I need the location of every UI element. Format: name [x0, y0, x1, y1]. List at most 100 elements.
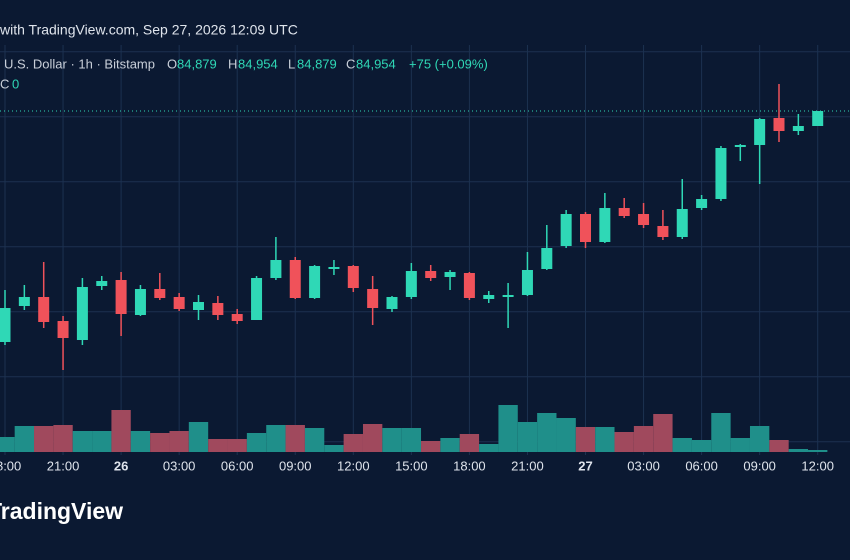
candle-body: [289, 260, 301, 298]
candle-body: [463, 273, 475, 298]
candle-body: [521, 270, 533, 295]
candle-body: [328, 267, 340, 269]
x-tick-label: 03:00: [627, 458, 660, 473]
candle-body: [444, 272, 456, 277]
x-tick-label: 06:00: [221, 458, 254, 473]
volume-bar: [575, 427, 596, 452]
volume-bar: [0, 437, 15, 452]
volume-bar: [498, 405, 518, 452]
volume-bar: [517, 422, 538, 452]
volume-bar: [672, 438, 692, 452]
open-label: O: [167, 56, 177, 71]
volume-bar: [150, 433, 170, 452]
volume-bar: [208, 439, 228, 452]
grid: [0, 45, 850, 455]
volume-bar: [285, 425, 305, 452]
volume-bar: [653, 414, 673, 452]
volume-bar: [266, 425, 286, 452]
symbol: U.S. Dollar · 1h · Bitstamp: [4, 56, 155, 71]
x-tick-label: 18:00: [453, 458, 486, 473]
low-label: L: [288, 56, 295, 71]
close-value: 84,954: [356, 56, 396, 71]
candle-body: [696, 199, 708, 208]
candle-body: [734, 145, 746, 147]
x-tick-label: 27: [578, 458, 592, 473]
indicator-label: C: [0, 76, 9, 91]
candle-body: [367, 289, 379, 308]
volume-bar: [130, 431, 151, 452]
volume-bar: [459, 434, 480, 452]
x-tick-label: 06:00: [685, 458, 718, 473]
change: +75 (+0.09%): [409, 56, 488, 71]
candle-body: [715, 148, 727, 199]
candle-body: [38, 297, 50, 322]
candle-body: [212, 303, 224, 315]
candle-body: [134, 289, 146, 315]
candle-body: [425, 271, 437, 278]
candle-body: [405, 271, 417, 297]
candle-body: [231, 314, 243, 321]
volume-bar: [227, 439, 247, 452]
candle-body: [193, 302, 204, 310]
volume-bar: [633, 426, 654, 452]
published-note: with TradingView.com, Sep 27, 2026 12:09…: [0, 22, 298, 38]
volume-bar: [111, 410, 131, 452]
volume-bar: [808, 450, 828, 452]
candle-body: [638, 214, 650, 225]
indicator-value: 0: [12, 76, 19, 91]
marks: [0, 84, 850, 452]
volume-bar: [440, 438, 460, 452]
candle-body: [309, 266, 321, 298]
volume-bar: [691, 440, 712, 452]
candle-body: [76, 287, 88, 340]
high-value: 84,954: [238, 56, 278, 71]
volume-bar: [769, 440, 789, 452]
x-tick-label: 26: [114, 458, 128, 473]
candle-body: [270, 260, 282, 278]
volume-bar: [382, 428, 402, 452]
volume-bar: [92, 431, 112, 452]
volume-bar: [34, 426, 54, 452]
volume-bar: [537, 413, 557, 452]
volume-bar: [362, 424, 383, 452]
x-tick-label: 15:00: [395, 458, 428, 473]
candle-body: [580, 214, 591, 242]
candle-body: [483, 295, 495, 299]
volume-bar: [169, 431, 189, 452]
open-value: 84,879: [177, 56, 217, 71]
logo: TradingView: [0, 498, 123, 524]
candle-body: [657, 226, 669, 237]
candle-body: [599, 208, 611, 242]
candle-body: [386, 297, 398, 309]
volume-bar: [53, 425, 73, 452]
x-tick-label: 18:00: [0, 458, 21, 473]
x-tick-label: 12:00: [337, 458, 370, 473]
volume-bar: [711, 413, 731, 452]
volume-bar: [246, 433, 267, 452]
volume-bar: [556, 418, 576, 452]
candle-body: [773, 118, 785, 131]
volume-bar: [479, 444, 499, 452]
x-tick-label: 21:00: [511, 458, 544, 473]
candle-body: [618, 208, 630, 216]
low-value: 84,879: [297, 56, 337, 71]
candle-body: [96, 281, 108, 286]
close-label: C: [346, 56, 355, 71]
candle-body: [676, 209, 688, 237]
candle-body: [541, 248, 553, 269]
volume-bar: [595, 427, 615, 452]
candle-body: [347, 266, 359, 288]
volume-bar: [324, 445, 344, 452]
candle-body: [251, 278, 263, 320]
volume-bar: [730, 438, 750, 452]
volume-bar: [401, 428, 422, 452]
candle-body: [0, 308, 11, 342]
candle-body: [560, 214, 572, 246]
candle-body: [812, 111, 824, 126]
x-tick-label: 21:00: [47, 458, 80, 473]
candle-body: [792, 126, 804, 131]
x-tick-label: 12:00: [801, 458, 834, 473]
volume-bar: [14, 426, 35, 452]
candle-body: [173, 297, 185, 309]
